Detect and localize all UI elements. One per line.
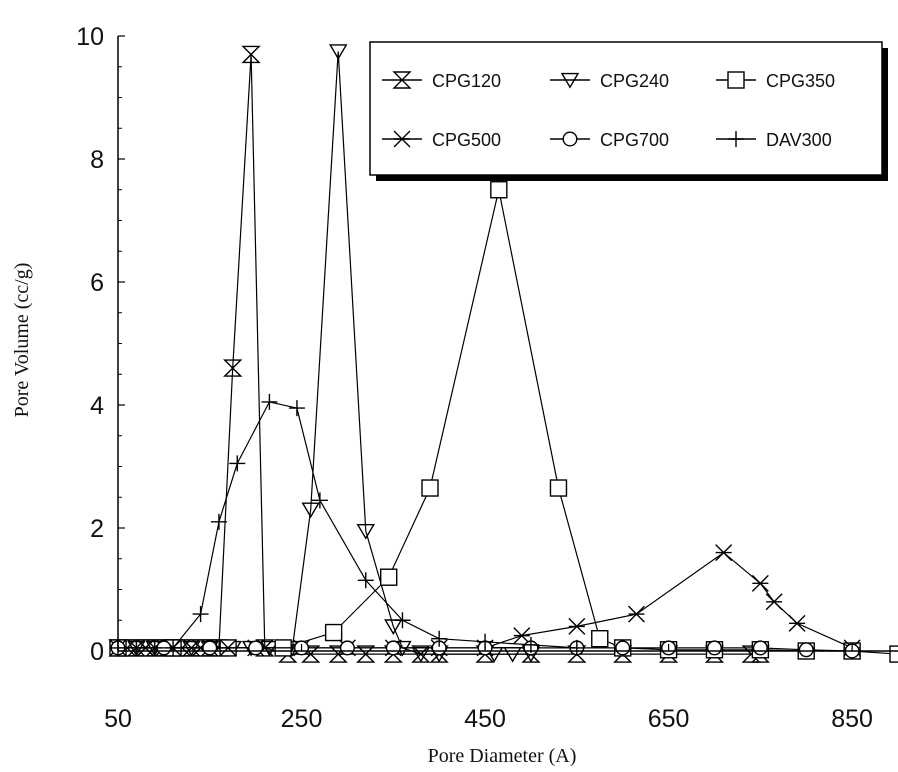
data-point xyxy=(192,606,209,623)
data-point xyxy=(562,131,578,147)
data-point xyxy=(728,131,744,147)
data-point xyxy=(223,359,243,377)
data-point xyxy=(210,513,227,530)
legend-label: CPG500 xyxy=(432,130,501,150)
data-point xyxy=(241,45,261,64)
legend-item-cpg240: CPG240 xyxy=(550,71,669,91)
data-point xyxy=(394,612,411,629)
legend-item-dav300: DAV300 xyxy=(716,130,832,150)
legend-label: CPG700 xyxy=(600,130,669,150)
data-point xyxy=(431,630,448,647)
legend-item-cpg120: CPG120 xyxy=(382,71,501,91)
data-point xyxy=(146,639,163,656)
legend-label: DAV300 xyxy=(766,130,832,150)
data-point xyxy=(798,642,814,658)
legend-item-cpg500: CPG500 xyxy=(382,130,501,150)
data-point xyxy=(339,640,355,656)
legend-item-cpg700: CPG700 xyxy=(550,130,669,150)
series-layer xyxy=(108,44,898,663)
data-point xyxy=(261,393,278,410)
data-point xyxy=(301,502,320,519)
data-point xyxy=(393,130,411,148)
data-point xyxy=(549,479,568,497)
y-tick-label: 10 xyxy=(76,23,104,51)
data-point xyxy=(357,572,374,589)
data-point xyxy=(615,640,631,656)
data-point xyxy=(329,44,348,60)
data-point xyxy=(560,72,580,89)
axes: 0 2 4 6 8 10 50 250 450 650 850 xyxy=(76,23,898,733)
data-point xyxy=(765,593,783,611)
data-point xyxy=(513,627,531,645)
data-point xyxy=(384,619,403,635)
data-point xyxy=(202,640,218,656)
data-point xyxy=(356,645,376,663)
legend-label: CPG350 xyxy=(766,71,835,91)
data-point xyxy=(889,645,898,663)
series-dav300 xyxy=(110,393,585,656)
data-point xyxy=(568,617,586,635)
series-cpg350 xyxy=(109,181,898,663)
data-point xyxy=(568,639,585,656)
x-tick-label: 650 xyxy=(648,705,690,733)
data-point xyxy=(324,623,343,642)
data-point xyxy=(522,636,539,653)
data-point xyxy=(752,640,768,656)
data-point xyxy=(715,544,733,562)
data-point xyxy=(627,605,645,623)
legend: CPG120 CPG240 CPG350 CPG500 CPG700 DAV300 xyxy=(369,41,888,181)
x-tick-label: 850 xyxy=(831,705,873,733)
data-point xyxy=(706,640,722,656)
data-point xyxy=(311,492,328,509)
data-point xyxy=(128,639,145,656)
data-point xyxy=(380,568,398,586)
x-tick-label: 450 xyxy=(464,705,506,733)
x-tick-label: 250 xyxy=(281,705,323,733)
series-line xyxy=(118,189,898,655)
x-tick-label: 50 xyxy=(104,705,132,733)
data-point xyxy=(788,614,806,632)
data-point xyxy=(490,181,508,199)
data-point xyxy=(248,640,264,656)
data-point xyxy=(356,523,375,540)
series-line xyxy=(118,551,853,649)
data-point xyxy=(165,639,182,656)
data-point xyxy=(421,479,439,497)
legend-box xyxy=(369,41,883,176)
y-tick-label: 0 xyxy=(90,638,104,666)
data-point xyxy=(591,630,609,648)
data-point xyxy=(751,574,769,592)
legend-item-cpg350: CPG350 xyxy=(716,71,835,91)
data-point xyxy=(288,400,305,417)
y-tick-label: 2 xyxy=(90,515,104,543)
legend-label: CPG240 xyxy=(600,71,669,91)
series-line xyxy=(118,401,577,649)
data-point xyxy=(385,640,401,656)
y-tick-label: 8 xyxy=(90,146,104,174)
data-point xyxy=(392,71,412,89)
data-point xyxy=(727,71,745,89)
y-tick-label: 6 xyxy=(90,269,104,297)
data-point xyxy=(229,455,246,472)
x-axis-title: Pore Diameter (A) xyxy=(428,745,577,767)
data-point xyxy=(301,645,321,663)
y-axis-title: Pore Volume (cc/g) xyxy=(11,263,33,418)
legend-label: CPG120 xyxy=(432,71,501,91)
y-tick-label: 4 xyxy=(90,392,104,420)
